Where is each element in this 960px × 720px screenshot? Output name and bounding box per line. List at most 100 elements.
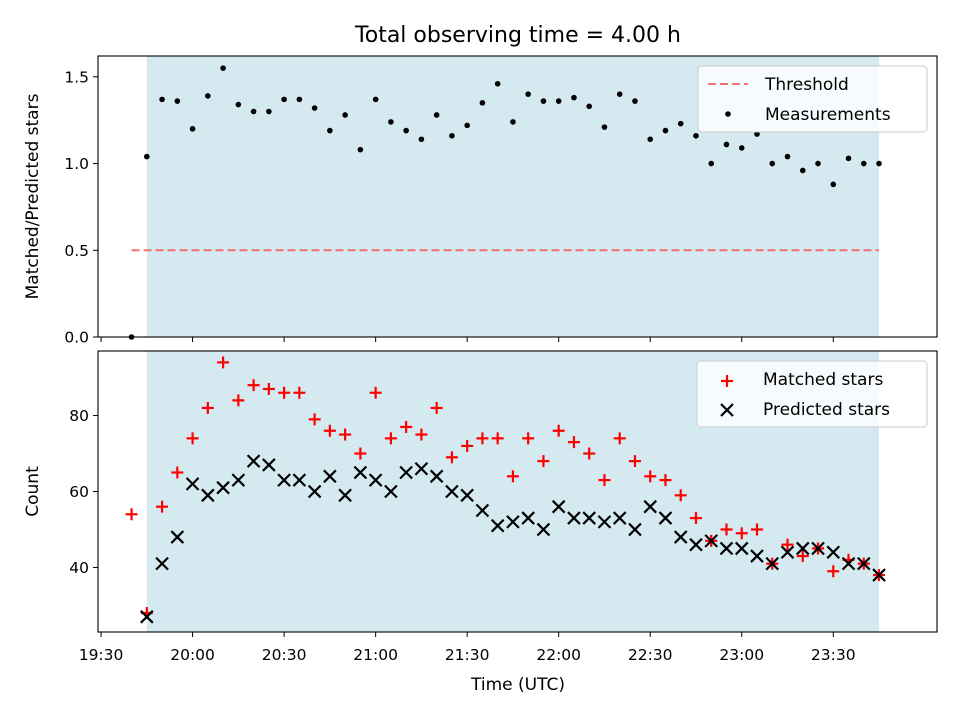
x-marker-b [841,556,856,571]
measurement-point [174,98,181,104]
x-marker-b [140,610,154,624]
matched-star-point [369,386,382,399]
predicted-star-point [399,465,413,480]
predicted-star-point [307,484,322,499]
measurement-point [525,91,531,97]
measurement-point [738,145,745,151]
x-marker-b [185,477,200,491]
x-marker-b [536,522,551,537]
count-panel: 40 60 80 19:30 20:00 20:30 21:00 21:30 22:00 22:3… [23,350,938,695]
x-marker-b [323,469,337,484]
measurement-point [144,153,150,160]
predicted-star-point [277,473,291,487]
x-marker-b [307,484,322,499]
x-marker-b [628,522,642,537]
measurement-point [860,160,867,167]
predicted-star-point [750,549,764,563]
x-marker-b [643,499,657,514]
matched-star-point [796,550,809,563]
matched-star-point [735,527,748,540]
x-marker-b [811,541,825,556]
predicted-star-point [246,454,261,468]
predicted-star-point [490,518,505,533]
matched-star-point [171,466,184,479]
matched-star-point [537,455,550,468]
legend-predicted-swatch [720,403,734,417]
measurement-point [403,127,409,134]
measurement-point [388,119,394,125]
x-marker-b [155,556,169,571]
predicted-star-point [704,534,719,548]
predicted-star-point [140,610,154,624]
matched-star-point [354,447,367,460]
top-y-axis-label: Matched/Predicted stars [23,93,43,299]
predicted-star-point [170,530,185,544]
top-legend-box [697,65,928,133]
measurement-point [220,65,226,71]
predicted-star-point [597,515,612,529]
x-tick-label: 22:30 [628,646,673,664]
predicted-star-point [506,515,520,529]
matched-star-point [689,512,702,525]
matched-star-point [384,432,397,445]
measurement-point [281,96,287,103]
measurement-point [464,122,470,129]
predicted-star-point [185,477,200,491]
x-marker-b [658,511,673,525]
predicted-star-point [384,484,398,499]
matched-star-point [613,432,626,445]
x-marker-b [612,511,627,525]
x-marker-b [429,469,444,484]
measurement-point [784,153,791,160]
matched-star-point [628,455,641,468]
measurement-point [632,98,638,104]
matched-star-point [720,523,733,536]
predicted-star-point [826,545,841,560]
matched-star-point [552,424,565,437]
top-axis-ticks: 0.0 0.5 1.0 1.5 [64,68,834,347]
predicted-star-point [628,522,642,537]
predicted-star-point [673,530,688,544]
x-marker-b [368,473,383,487]
measurement-point [159,96,165,103]
matched-star-point [415,428,428,441]
bottom-legend-box [696,360,928,428]
predicted-star-point [445,484,459,499]
measurement-point [266,108,272,115]
matched-star-point [506,470,519,483]
matched-star-point [674,489,687,502]
predicted-star-point [292,473,307,487]
x-tick-label: 23:30 [811,646,856,664]
x-marker-b [262,458,276,472]
bottom-y-axis-label: Count [23,466,43,517]
measurement-point [571,94,577,101]
measurement-point [677,120,684,127]
x-marker-b [582,511,596,525]
chart-title: Total observing time = 4.00 h [354,23,681,48]
predicted-star-point [429,469,444,484]
measurement-point [662,127,669,134]
x-tick-label: 20:00 [170,646,215,664]
matched-star-point [293,386,306,399]
x-marker-b [475,503,490,518]
predicted-star-point [719,541,734,556]
x-tick-label: 22:00 [536,646,581,664]
measurement-point [449,132,455,139]
measurement-point [510,119,516,125]
measurement-point [616,91,623,97]
legend-matched-swatch [721,375,733,387]
predicted-star-point [201,488,215,503]
measurement-points [128,65,882,340]
y-tick-label: 80 [69,407,89,425]
predicted-star-point [536,522,551,537]
measurement-point [357,146,364,153]
x-marker-b [384,484,398,499]
matched-star-point [644,470,657,483]
x-marker-b [567,511,581,525]
predicted-star-point [216,480,230,495]
predicted-star-point [872,568,886,582]
measurement-point [769,160,776,167]
predicted-star-point [857,556,871,571]
x-marker-b [872,568,886,582]
